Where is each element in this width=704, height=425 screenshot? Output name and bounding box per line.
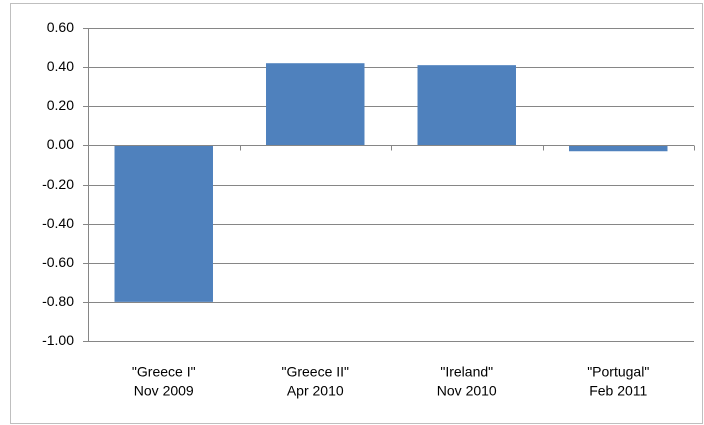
- x-tick-label: Nov 2010: [437, 383, 497, 399]
- y-tick-label: -0.20: [42, 176, 74, 192]
- y-tick-label: -1.00: [42, 332, 74, 348]
- y-tick-label: 0.00: [47, 136, 74, 152]
- y-tick-label: -0.60: [42, 254, 74, 270]
- y-tick-label: 0.40: [47, 58, 74, 74]
- bar: [114, 145, 213, 302]
- bar: [266, 63, 365, 146]
- bar: [417, 65, 516, 146]
- y-tick-label: 0.20: [47, 97, 74, 113]
- x-tick-label: Nov 2009: [134, 383, 194, 399]
- x-tick-label: "Portugal": [587, 364, 649, 380]
- x-tick-label: Apr 2010: [287, 383, 344, 399]
- chart-border: [10, 3, 703, 424]
- x-tick-label: Feb 2011: [589, 383, 647, 399]
- y-tick-label: -0.80: [42, 293, 74, 309]
- y-tick-label: -0.40: [42, 215, 74, 231]
- x-tick-label: "Greece I": [132, 364, 196, 380]
- bar: [569, 145, 668, 152]
- x-tick-label: "Greece II": [281, 364, 349, 380]
- y-tick-label: 0.60: [47, 19, 74, 35]
- x-tick-label: "Ireland": [440, 364, 493, 380]
